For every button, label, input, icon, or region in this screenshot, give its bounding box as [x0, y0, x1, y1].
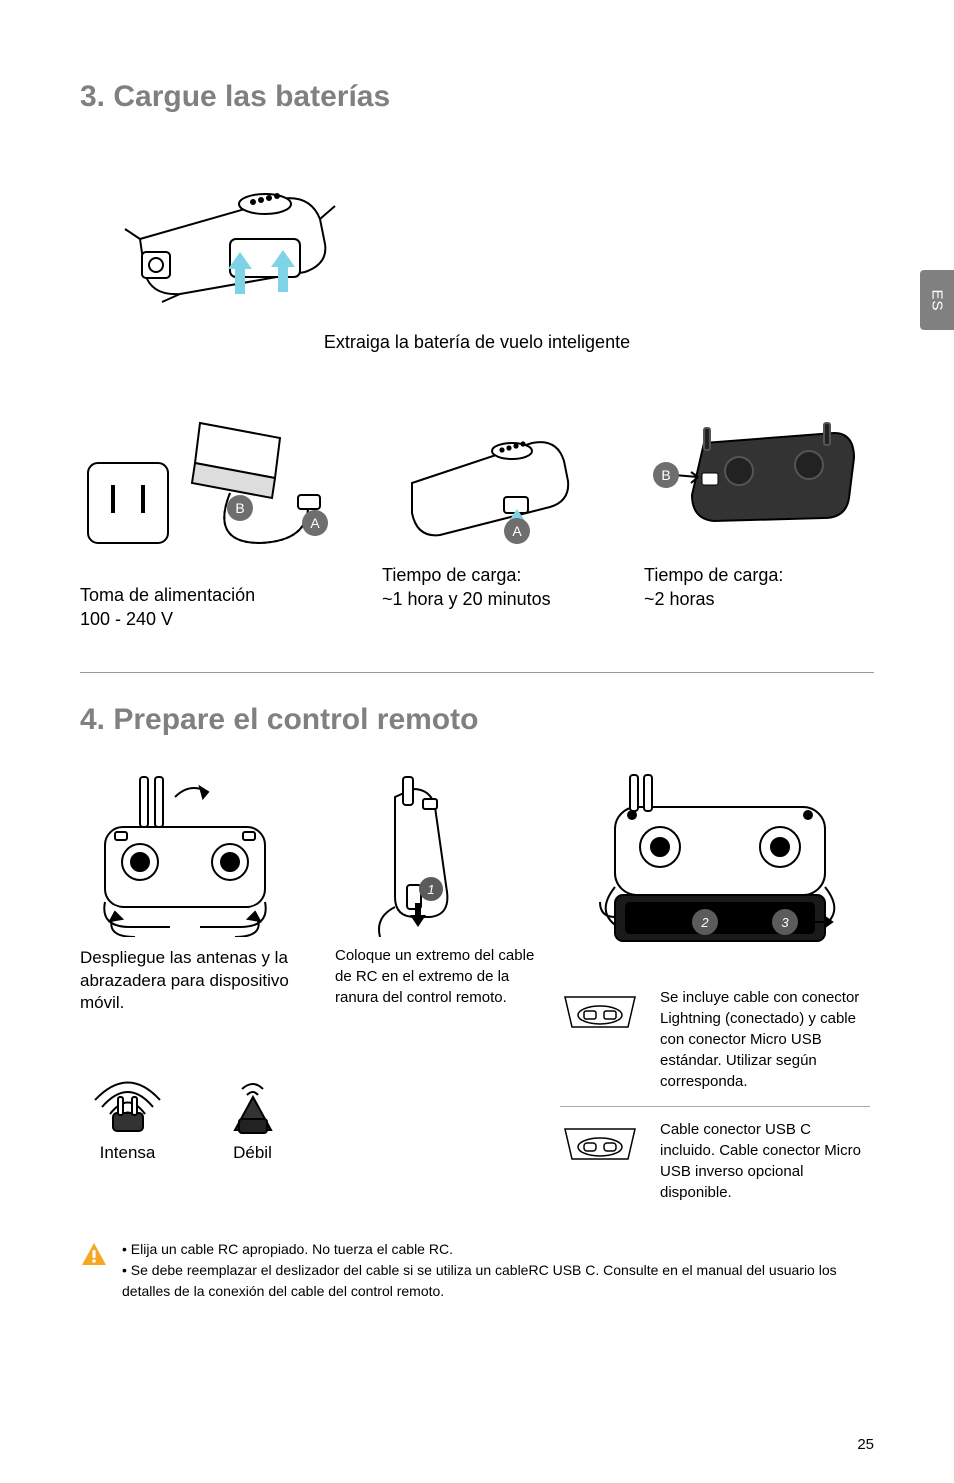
rc-line1: Tiempo de carga:	[644, 563, 874, 587]
fig-rc-side: 1	[335, 767, 485, 937]
cable-divider	[560, 1106, 870, 1107]
battery-line2: ~1 hora y 20 minutos	[382, 587, 612, 611]
cable-usbc-icon	[560, 1119, 640, 1165]
section-4-title: 4. Prepare el control remoto	[80, 703, 874, 737]
page-number: 25	[857, 1436, 874, 1453]
power-line1: Toma de alimentación	[80, 583, 350, 607]
callout-2: 2	[700, 915, 709, 930]
rc-cable-caption: Coloque un extremo del cable de RC en el…	[335, 945, 535, 1008]
section-divider	[80, 672, 874, 673]
warning-text: Elija un cable RC apropiado. No tuerza e…	[122, 1239, 874, 1302]
badge-a2: A	[512, 523, 522, 539]
callout-1: 1	[427, 882, 434, 897]
language-tab: ES	[920, 270, 954, 330]
cable-text-1: Se incluye cable con conector Lightning …	[660, 987, 870, 1092]
fig-rc-front-phone: 2 3	[560, 767, 870, 967]
badge-b2: B	[661, 467, 670, 483]
antennas-caption: Despliegue las antenas y la abrazadera p…	[80, 947, 310, 1016]
fig-unfold-antennas	[80, 767, 290, 937]
badge-b: B	[235, 500, 244, 516]
signal-strong-label: Intensa	[80, 1143, 175, 1163]
fig-extract-battery	[80, 144, 360, 314]
cable-text-2: Cable conector USB C incluido. Cable con…	[660, 1119, 870, 1203]
badge-a: A	[310, 515, 320, 531]
cable-lightning-icon	[560, 987, 640, 1033]
fig-power-outlet: B A	[80, 403, 350, 573]
warning-icon	[80, 1241, 108, 1269]
fig-extract-caption: Extraiga la batería de vuelo inteligente	[80, 332, 874, 353]
section-3-title: 3. Cargue las baterías	[80, 80, 874, 114]
language-tab-label: ES	[928, 289, 945, 311]
signal-weak-label: Débil	[205, 1143, 300, 1163]
signal-strong-icon	[80, 1045, 175, 1135]
signal-weak-icon	[205, 1045, 300, 1135]
callout-3: 3	[781, 915, 789, 930]
power-line2: 100 - 240 V	[80, 607, 350, 631]
warn-item-1: Elija un cable RC apropiado. No tuerza e…	[122, 1239, 874, 1260]
warn-item-2: Se debe reemplazar el deslizador del cab…	[122, 1260, 874, 1302]
fig-battery-charge: A	[382, 403, 602, 553]
fig-rc-charge: B	[644, 403, 864, 553]
rc-line2: ~2 horas	[644, 587, 874, 611]
battery-line1: Tiempo de carga:	[382, 563, 612, 587]
